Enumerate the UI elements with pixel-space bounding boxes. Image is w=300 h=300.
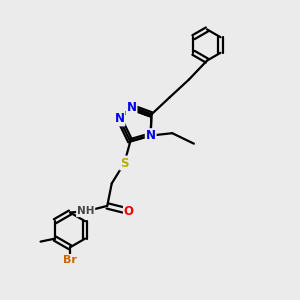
Text: O: O [124,205,134,218]
Text: Br: Br [63,255,77,265]
Text: N: N [146,129,156,142]
Text: NH: NH [77,206,94,216]
Text: S: S [120,157,129,169]
Text: N: N [114,112,124,125]
Text: N: N [127,101,136,114]
